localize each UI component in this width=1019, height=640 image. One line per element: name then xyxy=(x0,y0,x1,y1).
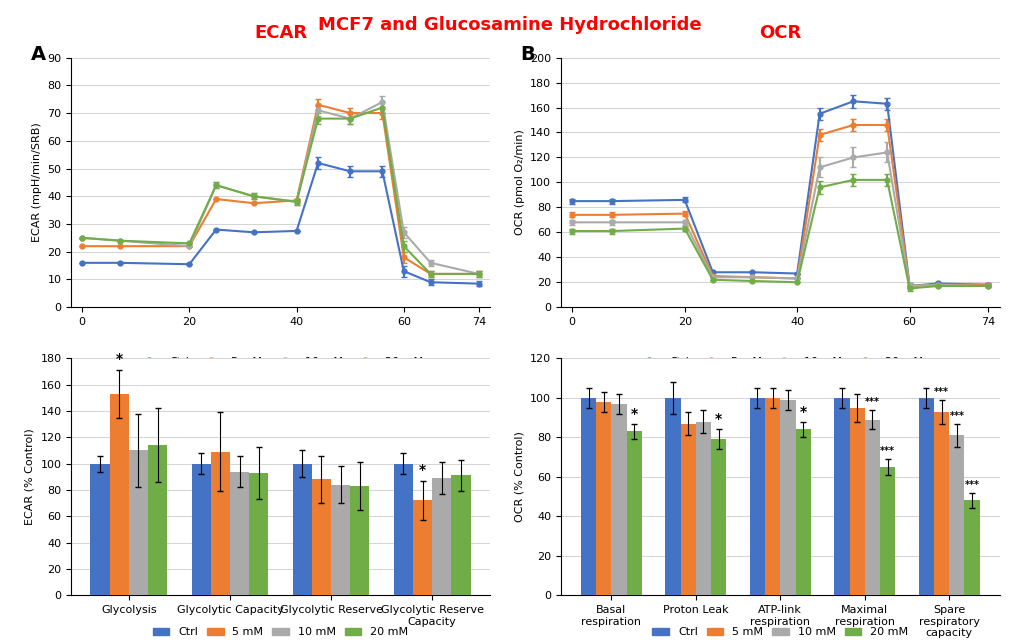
Bar xyxy=(249,473,268,595)
Y-axis label: OCR (pmol O₂/min): OCR (pmol O₂/min) xyxy=(515,129,524,236)
Legend: Ctrl, 5 mM, 10 mM, 20 mM: Ctrl, 5 mM, 10 mM, 20 mM xyxy=(133,353,427,372)
Bar xyxy=(192,463,211,595)
Y-axis label: ECAR (% Control): ECAR (% Control) xyxy=(25,428,35,525)
Bar xyxy=(350,486,369,595)
Text: ECAR: ECAR xyxy=(254,24,307,42)
Text: *: * xyxy=(419,463,426,477)
Bar xyxy=(109,394,128,595)
Bar xyxy=(91,463,109,595)
Y-axis label: ECAR (mpH/min/SRB): ECAR (mpH/min/SRB) xyxy=(32,122,42,243)
Text: ***: *** xyxy=(879,446,895,456)
Text: ***: *** xyxy=(933,387,949,397)
Bar xyxy=(229,472,249,595)
Bar xyxy=(211,452,229,595)
Bar xyxy=(148,445,167,595)
Bar xyxy=(834,398,849,595)
Legend: Ctrl, 5 mM, 10 mM, 20 mM: Ctrl, 5 mM, 10 mM, 20 mM xyxy=(647,623,912,640)
Text: ***: *** xyxy=(949,411,963,420)
Text: *: * xyxy=(799,404,806,419)
Bar xyxy=(292,463,312,595)
Text: *: * xyxy=(115,352,122,366)
Bar xyxy=(964,500,978,595)
Bar xyxy=(312,479,331,595)
Bar xyxy=(933,412,949,595)
Bar xyxy=(393,463,413,595)
Bar xyxy=(581,398,595,595)
Bar xyxy=(695,422,710,595)
Bar xyxy=(451,476,470,595)
Text: A: A xyxy=(31,45,46,64)
Bar xyxy=(680,424,695,595)
Bar xyxy=(710,439,726,595)
Text: ***: *** xyxy=(864,397,879,407)
Bar xyxy=(949,435,964,595)
Bar xyxy=(610,404,626,595)
Text: MCF7 and Glucosamine Hydrochloride: MCF7 and Glucosamine Hydrochloride xyxy=(318,16,701,34)
Text: *: * xyxy=(630,406,637,420)
Bar xyxy=(879,467,895,595)
Bar xyxy=(413,500,432,595)
Bar xyxy=(864,420,879,595)
Bar xyxy=(664,398,680,595)
Bar xyxy=(780,400,795,595)
Legend: Ctrl, 5 mM, 10 mM, 20 mM: Ctrl, 5 mM, 10 mM, 20 mM xyxy=(633,353,926,372)
Y-axis label: OCR (% Control): OCR (% Control) xyxy=(515,431,524,522)
Bar xyxy=(795,429,810,595)
Bar xyxy=(432,478,451,595)
Text: *: * xyxy=(714,412,721,426)
Text: OCR: OCR xyxy=(758,24,801,42)
Legend: Ctrl, 5 mM, 10 mM, 20 mM: Ctrl, 5 mM, 10 mM, 20 mM xyxy=(148,623,413,640)
Bar xyxy=(849,408,864,595)
Bar xyxy=(918,398,933,595)
Text: ***: *** xyxy=(964,479,978,490)
Bar xyxy=(764,398,780,595)
Bar xyxy=(595,402,610,595)
Bar xyxy=(626,431,641,595)
Bar xyxy=(749,398,764,595)
Bar xyxy=(128,451,148,595)
Bar xyxy=(331,484,350,595)
Text: B: B xyxy=(520,45,534,64)
